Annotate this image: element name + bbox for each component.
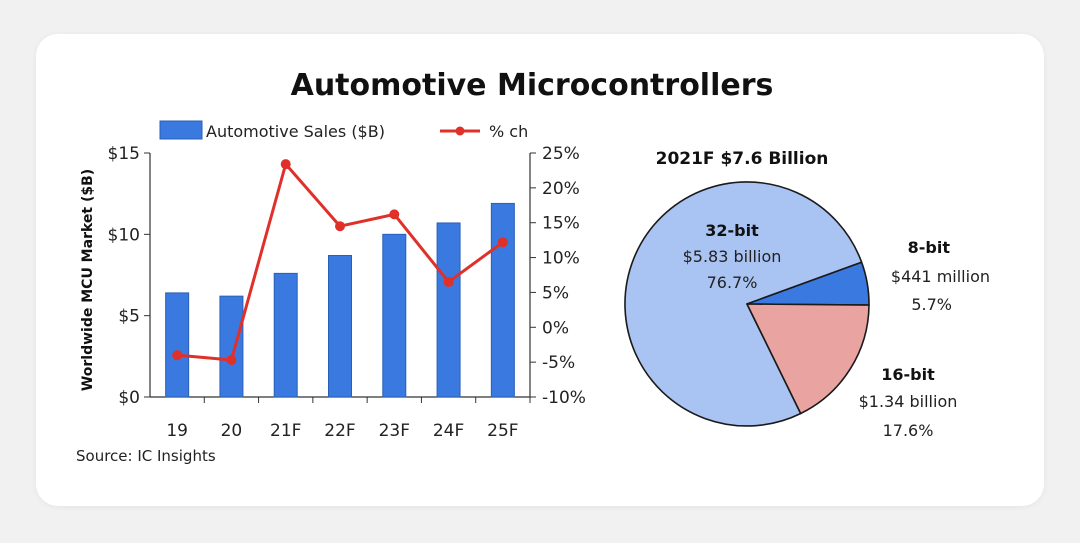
pct-change-point <box>389 209 400 220</box>
source-note: Source: IC Insights <box>76 447 216 465</box>
pie-amount-16bit: $1.34 billion <box>859 392 958 411</box>
pct-change-point <box>226 355 237 366</box>
bar <box>165 292 190 398</box>
pie-title: 2021F $7.6 Billion <box>656 149 829 169</box>
pie-label-32bit: 32-bit <box>705 221 759 240</box>
pct-change-point <box>172 350 183 361</box>
pie-percent-32bit: 76.7% <box>707 273 758 292</box>
x-tick-label: 24F <box>433 421 464 441</box>
y2-tick-label: -10% <box>542 388 586 408</box>
x-tick-label: 19 <box>166 421 188 441</box>
y-axis-title: Worldwide MCU Market ($B) <box>80 169 96 391</box>
pie-chart <box>624 181 870 427</box>
x-tick-label: 22F <box>324 421 355 441</box>
x-tick-label: 20 <box>221 421 243 441</box>
y-tick-label: $15 <box>108 144 140 164</box>
pie-label-8bit: 8-bit <box>908 238 951 257</box>
bar <box>436 222 461 398</box>
pie-percent-8bit: 5.7% <box>911 295 952 314</box>
legend-label-pct: % ch <box>489 122 528 141</box>
legend-swatch-sales <box>159 120 203 140</box>
y-tick-label: $10 <box>108 225 140 245</box>
bar <box>490 202 515 398</box>
bar <box>328 254 352 398</box>
y2-tick-label: -5% <box>542 353 575 373</box>
pie-percent-16bit: 17.6% <box>883 421 934 440</box>
y2-tick-label: 0% <box>542 318 569 338</box>
plot-area: $0 $5 $10 $15 -10% -5% 0% 5% 10% 15% 20% 25% 19 20 21F… <box>108 144 586 441</box>
y-tick-label: $5 <box>118 307 140 327</box>
y2-tick-label: 25% <box>542 144 580 164</box>
bar <box>273 272 298 398</box>
chart-title: Automotive Microcontrollers <box>291 68 774 103</box>
y2-tick-label: 15% <box>542 214 580 234</box>
y2-tick-label: 20% <box>542 179 580 199</box>
pie-slice-32bit <box>624 181 863 427</box>
pct-change-point <box>280 159 291 170</box>
pct-change-point <box>443 276 454 287</box>
y-tick-label: $0 <box>118 388 140 408</box>
x-tick-label: 25F <box>487 421 518 441</box>
pie-amount-32bit: $5.83 billion <box>683 247 782 266</box>
pie-amount-8bit: $441 million <box>891 267 990 286</box>
pct-change-point <box>335 221 345 232</box>
pie-label-16bit: 16-bit <box>881 365 935 384</box>
legend-marker-pct <box>455 126 465 136</box>
x-tick-label: 23F <box>379 421 410 441</box>
pie-slice-16bit <box>746 303 870 415</box>
x-tick-label: 21F <box>270 421 301 441</box>
pct-change-point <box>497 237 508 248</box>
legend-label-sales: Automotive Sales ($B) <box>206 122 385 141</box>
bar <box>382 233 407 398</box>
y2-tick-label: 5% <box>542 283 569 303</box>
chart-card <box>36 34 1044 506</box>
bar <box>219 295 244 398</box>
y2-tick-label: 10% <box>542 249 580 269</box>
